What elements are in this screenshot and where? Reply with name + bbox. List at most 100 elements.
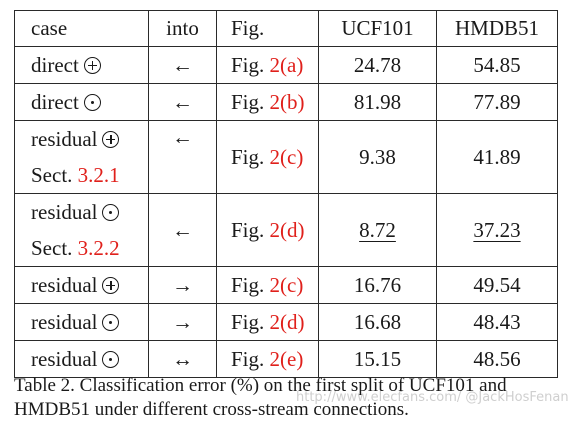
case-line: direct — [31, 84, 148, 120]
arrow-left-icon: ← — [172, 52, 193, 77]
case-label: residual — [31, 310, 98, 334]
ucf101-value: 9.38 — [359, 144, 396, 169]
direction-cell: ↔ — [148, 340, 217, 378]
figure-prefix: Fig. — [231, 89, 265, 114]
section-prefix: Sect. — [31, 163, 73, 187]
direction-cell: → — [148, 303, 217, 341]
case-label: residual — [31, 273, 98, 297]
sum-operator-icon — [83, 57, 101, 74]
ucf101-value: 24.78 — [353, 52, 402, 77]
table-row: direct ← Fig. 2(a) 24.78 54.85 — [14, 46, 558, 84]
figure-prefix: Fig. — [231, 217, 265, 242]
arrow-left-icon: ← — [172, 89, 193, 114]
ucf101-value-cell: 8.72 — [318, 193, 437, 267]
header-case: case — [14, 10, 149, 47]
direction-cell: ← — [148, 120, 217, 194]
case-cell: residual Sect. 3.2.2 — [14, 193, 149, 267]
sum-operator-icon — [102, 277, 120, 294]
ucf101-value-cell: 16.76 — [318, 266, 437, 304]
results-table: case into Fig. UCF101 HMDB51 direct ← Fig.… — [14, 10, 558, 378]
header-ucf101: UCF101 — [318, 10, 437, 47]
ucf101-value: 16.76 — [353, 272, 402, 297]
case-cell: residual — [14, 303, 149, 341]
figure-link[interactable]: 2(a) — [269, 52, 304, 77]
case-label: direct — [31, 90, 79, 114]
figure-link[interactable]: 2(c) — [269, 272, 304, 297]
hmdb51-value: 54.85 — [473, 52, 521, 77]
product-operator-icon — [102, 314, 120, 331]
case-line: residual — [31, 304, 148, 340]
case-cell: direct — [14, 83, 149, 121]
figure-cell: Fig. 2(c) — [216, 266, 319, 304]
case-label: residual — [31, 127, 98, 151]
direction-cell: → — [148, 266, 217, 304]
figure-link[interactable]: 2(e) — [269, 346, 304, 371]
header-fig: Fig. — [216, 10, 319, 47]
figure-cell: Fig. 2(d) — [216, 193, 319, 267]
case-cell: residual — [14, 266, 149, 304]
ucf101-value-cell: 24.78 — [318, 46, 437, 84]
hmdb51-value: 41.89 — [473, 144, 521, 169]
section-reference: Sect. 3.2.2 — [31, 230, 148, 266]
case-cell: residual — [14, 340, 149, 378]
section-link[interactable]: 3.2.1 — [77, 163, 120, 187]
section-link[interactable]: 3.2.2 — [77, 236, 120, 260]
table-caption: Table 2. Classification error (%) on the… — [14, 375, 507, 420]
figure-prefix: Fig. — [231, 346, 265, 371]
hmdb51-value: 48.56 — [473, 346, 521, 371]
hmdb51-value: 49.54 — [473, 272, 521, 297]
figure-prefix: Fig. — [231, 52, 265, 77]
figure-cell: Fig. 2(b) — [216, 83, 319, 121]
figure-link[interactable]: 2(c) — [269, 144, 304, 169]
case-label: residual — [31, 347, 98, 371]
section-reference: Sect. 3.2.1 — [31, 157, 148, 193]
direction-cell: ← — [148, 193, 217, 267]
ucf101-value-cell: 81.98 — [318, 83, 437, 121]
product-operator-icon — [102, 351, 120, 368]
ucf101-value: 81.98 — [353, 89, 402, 114]
header-into: into — [148, 10, 217, 47]
arrow-left-icon: ← — [172, 217, 193, 242]
figure-cell: Fig. 2(a) — [216, 46, 319, 84]
case-cell: residual Sect. 3.2.1 — [14, 120, 149, 194]
hmdb51-value-cell: 48.56 — [436, 340, 558, 378]
header-row: case into Fig. UCF101 HMDB51 — [14, 10, 558, 47]
figure-cell: Fig. 2(e) — [216, 340, 319, 378]
table-row: residual Sect. 3.2.2 ← Fig. 2(d) 8.72 37.23 — [14, 193, 558, 267]
hmdb51-value: 37.23 — [473, 217, 521, 242]
ucf101-value: 8.72 — [359, 217, 396, 242]
case-label: direct — [31, 53, 79, 77]
hmdb51-value-cell: 54.85 — [436, 46, 558, 84]
figure-cell: Fig. 2(c) — [216, 120, 319, 194]
figure-link[interactable]: 2(b) — [269, 89, 305, 114]
case-line: residual — [31, 267, 148, 303]
case-line: residual — [31, 121, 148, 157]
table-row: residual → Fig. 2(d) 16.68 48.43 — [14, 303, 558, 341]
figure-cell: Fig. 2(d) — [216, 303, 319, 341]
hmdb51-value: 77.89 — [473, 89, 521, 114]
ucf101-value: 16.68 — [353, 309, 402, 334]
direction-cell: ← — [148, 83, 217, 121]
watermark: http://www.elecfans.com/ @JackHosFenan — [296, 390, 569, 405]
figure-link[interactable]: 2(d) — [269, 217, 305, 242]
figure-link[interactable]: 2(d) — [269, 309, 305, 334]
table-row: residual ↔ Fig. 2(e) 15.15 48.56 — [14, 340, 558, 378]
arrow-both-icon: ↔ — [172, 346, 193, 371]
table-row: residual → Fig. 2(c) 16.76 49.54 — [14, 266, 558, 304]
table-row: direct ← Fig. 2(b) 81.98 77.89 — [14, 83, 558, 121]
ucf101-value-cell: 15.15 — [318, 340, 437, 378]
figure-prefix: Fig. — [231, 144, 265, 169]
section-prefix: Sect. — [31, 236, 73, 260]
case-label: residual — [31, 200, 98, 224]
header-hmdb51: HMDB51 — [436, 10, 558, 47]
table-row: residual Sect. 3.2.1 ← Fig. 2(c) 9.38 41.89 — [14, 120, 558, 194]
ucf101-value-cell: 16.68 — [318, 303, 437, 341]
case-line: residual — [31, 341, 148, 377]
ucf101-value-cell: 9.38 — [318, 120, 437, 194]
hmdb51-value-cell: 49.54 — [436, 266, 558, 304]
direction-cell: ← — [148, 46, 217, 84]
product-operator-icon — [83, 94, 101, 111]
hmdb51-value-cell: 77.89 — [436, 83, 558, 121]
arrow-left-icon: ← — [172, 125, 193, 149]
hmdb51-value-cell: 41.89 — [436, 120, 558, 194]
